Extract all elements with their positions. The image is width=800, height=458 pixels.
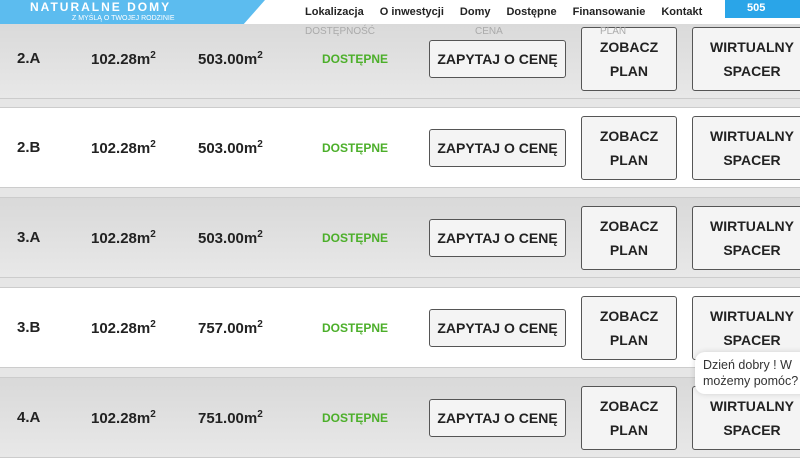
unit-area: 102.28m2 bbox=[91, 138, 156, 157]
table-row: 2.A 102.28m2 503.00m2 DOSTĘPNE ZAPYTAJ O… bbox=[0, 18, 800, 99]
virtual-tour-button[interactable]: WIRTUALNY SPACER bbox=[692, 205, 800, 270]
nav-o-inwestycji[interactable]: O inwestycji bbox=[379, 6, 444, 18]
column-header: PLAN bbox=[600, 26, 627, 37]
unit-area: 102.28m2 bbox=[91, 228, 156, 247]
ask-price-button[interactable]: ZAPYTAJ O CENĘ bbox=[429, 218, 566, 257]
unit-id: 2.A bbox=[17, 50, 41, 67]
status-badge: DOSTĘPNE bbox=[322, 230, 389, 245]
status-badge: DOSTĘPNE bbox=[322, 410, 389, 425]
view-plan-button[interactable]: ZOBACZ PLAN bbox=[581, 205, 677, 270]
unit-area: 102.28m2 bbox=[91, 49, 156, 68]
table-row: 3.A 102.28m2 503.00m2 DOSTĘPNE ZAPYTAJ O… bbox=[0, 197, 800, 278]
table-row: 3.B 102.28m2 757.00m2 DOSTĘPNE ZAPYTAJ O… bbox=[0, 287, 800, 368]
view-plan-button[interactable]: ZOBACZ PLAN bbox=[581, 115, 677, 180]
plot-area: 503.00m2 bbox=[198, 138, 263, 157]
chat-bubble[interactable]: Dzień dobry ! W możemy pomóc? bbox=[695, 352, 800, 394]
unit-id: 4.A bbox=[17, 409, 41, 426]
unit-id: 2.B bbox=[17, 139, 41, 156]
view-plan-button[interactable]: ZOBACZ PLAN bbox=[581, 26, 677, 91]
main-nav: Lokalizacja O inwestycji Domy Dostępne F… bbox=[305, 5, 702, 19]
ask-price-button[interactable]: ZAPYTAJ O CENĘ bbox=[429, 128, 566, 167]
nav-lokalizacja[interactable]: Lokalizacja bbox=[305, 6, 364, 18]
plot-area: 757.00m2 bbox=[198, 318, 263, 337]
table-row: 4.A 102.28m2 751.00m2 DOSTĘPNE ZAPYTAJ O… bbox=[0, 377, 800, 458]
nav-dostepne[interactable]: Dostępne bbox=[506, 6, 557, 18]
ask-price-button[interactable]: ZAPYTAJ O CENĘ bbox=[429, 39, 566, 78]
logo[interactable]: NATURALNE DOMY Z MYŚLĄ O TWOJEJ RODZINIE bbox=[0, 0, 265, 24]
column-header: DOSTĘPNOŚĆ bbox=[305, 26, 376, 37]
view-plan-button[interactable]: ZOBACZ PLAN bbox=[581, 295, 677, 360]
view-plan-button[interactable]: ZOBACZ PLAN bbox=[581, 385, 677, 450]
unit-area: 102.28m2 bbox=[91, 318, 156, 337]
plot-area: 503.00m2 bbox=[198, 228, 263, 247]
column-header: CENA bbox=[475, 26, 503, 37]
nav-finansowanie[interactable]: Finansowanie bbox=[572, 6, 646, 18]
ask-price-button[interactable]: ZAPYTAJ O CENĘ bbox=[429, 308, 566, 347]
virtual-tour-button[interactable]: WIRTUALNY SPACER bbox=[692, 26, 800, 91]
status-badge: DOSTĘPNE bbox=[322, 51, 389, 66]
table-row: 2.B 102.28m2 503.00m2 DOSTĘPNE ZAPYTAJ O… bbox=[0, 107, 800, 188]
plot-area: 751.00m2 bbox=[198, 408, 263, 427]
status-badge: DOSTĘPNE bbox=[322, 140, 389, 155]
unit-id: 3.A bbox=[17, 229, 41, 246]
status-badge: DOSTĘPNE bbox=[322, 320, 389, 335]
ask-price-button[interactable]: ZAPYTAJ O CENĘ bbox=[429, 398, 566, 437]
phone-button[interactable]: 505 bbox=[725, 0, 800, 18]
virtual-tour-button[interactable]: WIRTUALNY SPACER bbox=[692, 115, 800, 180]
plot-area: 503.00m2 bbox=[198, 49, 263, 68]
unit-area: 102.28m2 bbox=[91, 408, 156, 427]
nav-kontakt[interactable]: Kontakt bbox=[661, 6, 703, 18]
virtual-tour-button[interactable]: WIRTUALNY SPACER bbox=[692, 295, 800, 360]
virtual-tour-button[interactable]: WIRTUALNY SPACER bbox=[692, 385, 800, 450]
site-header: NATURALNE DOMY Z MYŚLĄ O TWOJEJ RODZINIE… bbox=[0, 0, 800, 24]
unit-id: 3.B bbox=[17, 319, 41, 336]
nav-domy[interactable]: Domy bbox=[459, 6, 491, 18]
